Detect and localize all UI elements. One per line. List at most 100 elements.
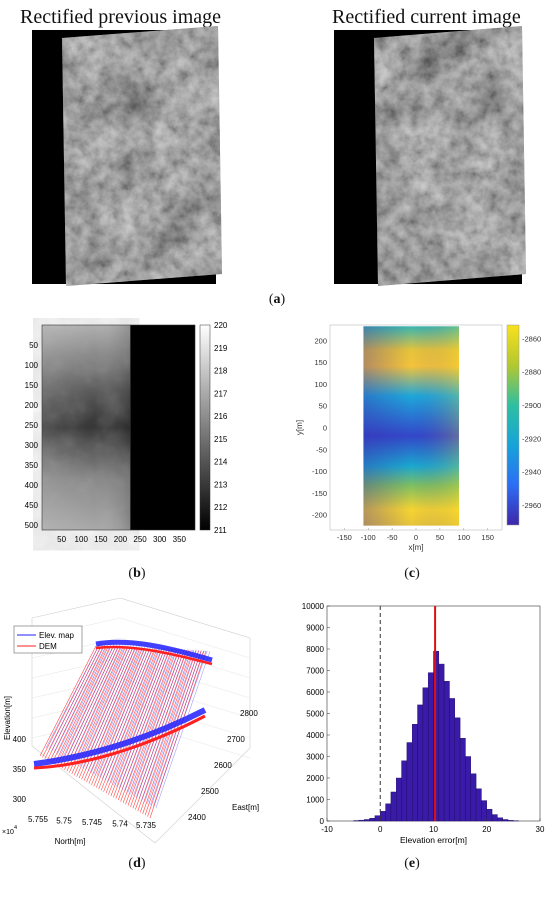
d-north-tick: 5.75 (56, 817, 72, 826)
d-north-tick: 5.745 (82, 818, 103, 827)
c-x-tick: -100 (361, 533, 376, 542)
e-bar (491, 814, 498, 822)
e-bar (443, 681, 450, 822)
d-dem-stroke (56, 646, 114, 766)
d-elev-stroke (104, 647, 160, 781)
e-bar (486, 808, 493, 822)
panel-a-left-title: Rectified previous image (20, 6, 222, 28)
d-elev-stroke (59, 643, 115, 756)
b-colorbar-tick: 219 (214, 344, 228, 353)
c-field-shade (363, 326, 459, 526)
e-bar (417, 704, 424, 822)
d-elev-stroke (62, 644, 118, 758)
d-elev-stroke (71, 644, 126, 762)
d-dem-stroke (49, 646, 107, 762)
c-x-tick: 0 (414, 533, 418, 542)
e-bar (507, 820, 514, 822)
d-dem-stroke (103, 648, 160, 792)
d-legend-label: DEM (39, 642, 57, 651)
d-xlabel: North[m] (55, 837, 86, 846)
b-colorbar-tick: 217 (214, 389, 228, 398)
c-y-tick: 200 (314, 336, 327, 345)
b-image-noise (42, 325, 131, 530)
c-colorbar-tick: -2880 (522, 368, 541, 377)
b-y-tick: 200 (25, 401, 39, 410)
c-x-tick: 50 (436, 533, 444, 542)
d-ridge-mid-blue (33, 707, 207, 767)
c-x-tick: 100 (458, 533, 471, 542)
d-dem-stroke (147, 650, 204, 817)
c-y-tick: -50 (316, 445, 327, 454)
e-y-tick: 3000 (306, 753, 324, 762)
b-y-tick: 250 (25, 421, 39, 430)
c-colorbar-tick: -2920 (522, 434, 541, 443)
d-elev-stroke (54, 643, 109, 753)
e-bar (427, 672, 434, 822)
e-x-tick: 10 (429, 825, 438, 834)
d-east-tick: 2800 (240, 709, 258, 718)
e-bar (406, 742, 413, 822)
b-frame (41, 324, 196, 531)
e-xlabel: Elevation error[m] (400, 835, 467, 845)
d-elev-stroke (119, 648, 174, 789)
d-elev-stroke (110, 647, 166, 784)
e-bar (364, 819, 370, 822)
e-bar (374, 815, 381, 822)
e-y-tick: 5000 (306, 710, 324, 719)
e-bar (449, 698, 456, 822)
b-x-tick: 250 (133, 535, 147, 544)
d-ridge-top-red (95, 645, 213, 666)
e-y-tick: 0 (320, 817, 325, 826)
b-y-tick: 350 (25, 461, 39, 470)
e-bar (497, 817, 503, 822)
b-colorbar-tick: 215 (214, 435, 228, 444)
d-elev-stroke (73, 644, 129, 764)
b-y-tick: 400 (25, 481, 39, 490)
d-elev-stroke (102, 647, 157, 779)
previous-image (32, 26, 222, 286)
d-elev-stroke (45, 642, 101, 749)
c-x-tick: 150 (481, 533, 494, 542)
c-x-tick: -150 (337, 533, 352, 542)
d-z-tick: 300 (13, 795, 27, 804)
d-elev-stroke (79, 645, 135, 767)
d-elev-stroke (107, 647, 163, 782)
d-elev-stroke (116, 648, 171, 787)
e-bar (438, 663, 445, 822)
d-dem-stroke (88, 648, 146, 784)
e-bar (475, 788, 482, 822)
e-x-tick: 20 (482, 825, 491, 834)
b-colorbar (199, 324, 211, 531)
d-elev-stroke (85, 645, 140, 770)
e-bar (470, 773, 477, 822)
panel-c-caption: (c) (404, 566, 420, 581)
d-box-back (31, 598, 251, 748)
b-colorbar-tick: 218 (214, 367, 228, 376)
d-dem-stroke (139, 650, 197, 813)
panel-c-heatmap: -150 -100 -50 0 50 100 150 -200 -150 -100 -50 0 50 10… (295, 324, 541, 552)
d-dem-stroke (39, 645, 97, 757)
b-colorbar-tick: 213 (214, 480, 228, 489)
b-x-tick: 50 (57, 535, 66, 544)
c-y-tick: 100 (314, 380, 327, 389)
d-grid (31, 717, 121, 739)
e-y-tick: 6000 (306, 688, 324, 697)
b-y-tick: 50 (29, 341, 38, 350)
b-y-tick: 300 (25, 441, 39, 450)
d-elev-stroke (150, 650, 205, 806)
e-bar (385, 803, 392, 822)
c-y-tick: 150 (314, 358, 327, 367)
e-bar (422, 687, 429, 822)
e-y-tick: 7000 (306, 667, 324, 676)
d-dem-stroke (69, 647, 126, 773)
c-colorbar (506, 324, 520, 526)
d-grid (119, 617, 251, 659)
d-box-front (31, 618, 251, 844)
panel-d-caption: (d) (128, 856, 146, 871)
e-bar (465, 756, 471, 822)
c-y-tick: 0 (323, 424, 327, 433)
e-bar (396, 777, 402, 822)
d-elev-stroke (138, 649, 194, 799)
c-y-tick: -200 (312, 511, 327, 520)
